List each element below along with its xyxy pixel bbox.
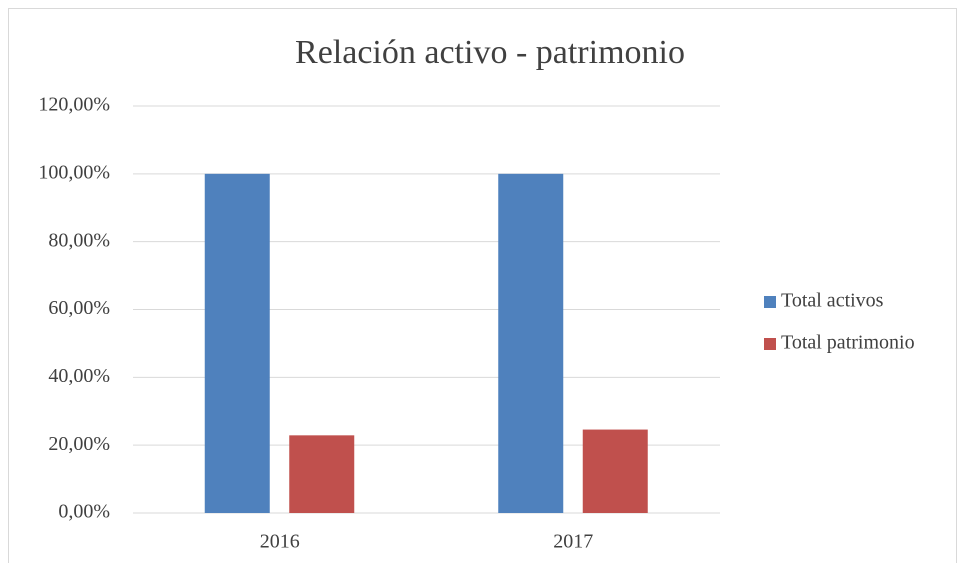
y-tick-label: 20,00%	[48, 433, 110, 455]
bar	[289, 435, 355, 513]
y-tick-label: 0,00%	[58, 501, 110, 523]
x-tick-label: 2017	[553, 531, 593, 553]
x-tick-label: 2016	[260, 531, 300, 553]
bar	[498, 173, 564, 514]
legend-label: Total activos	[781, 290, 884, 312]
chart-border	[8, 8, 957, 563]
legend-swatch	[764, 338, 776, 350]
y-tick-label: 80,00%	[48, 229, 110, 251]
y-tick-label: 60,00%	[48, 297, 110, 319]
bar	[582, 429, 648, 513]
chart-title: Relación activo - patrimonio	[295, 34, 685, 71]
y-tick-label: 120,00%	[38, 94, 110, 116]
legend-swatch	[764, 296, 776, 308]
bar	[204, 173, 270, 514]
legend-label: Total patrimonio	[781, 332, 915, 354]
y-tick-label: 40,00%	[48, 365, 110, 387]
y-tick-label: 100,00%	[38, 161, 110, 183]
